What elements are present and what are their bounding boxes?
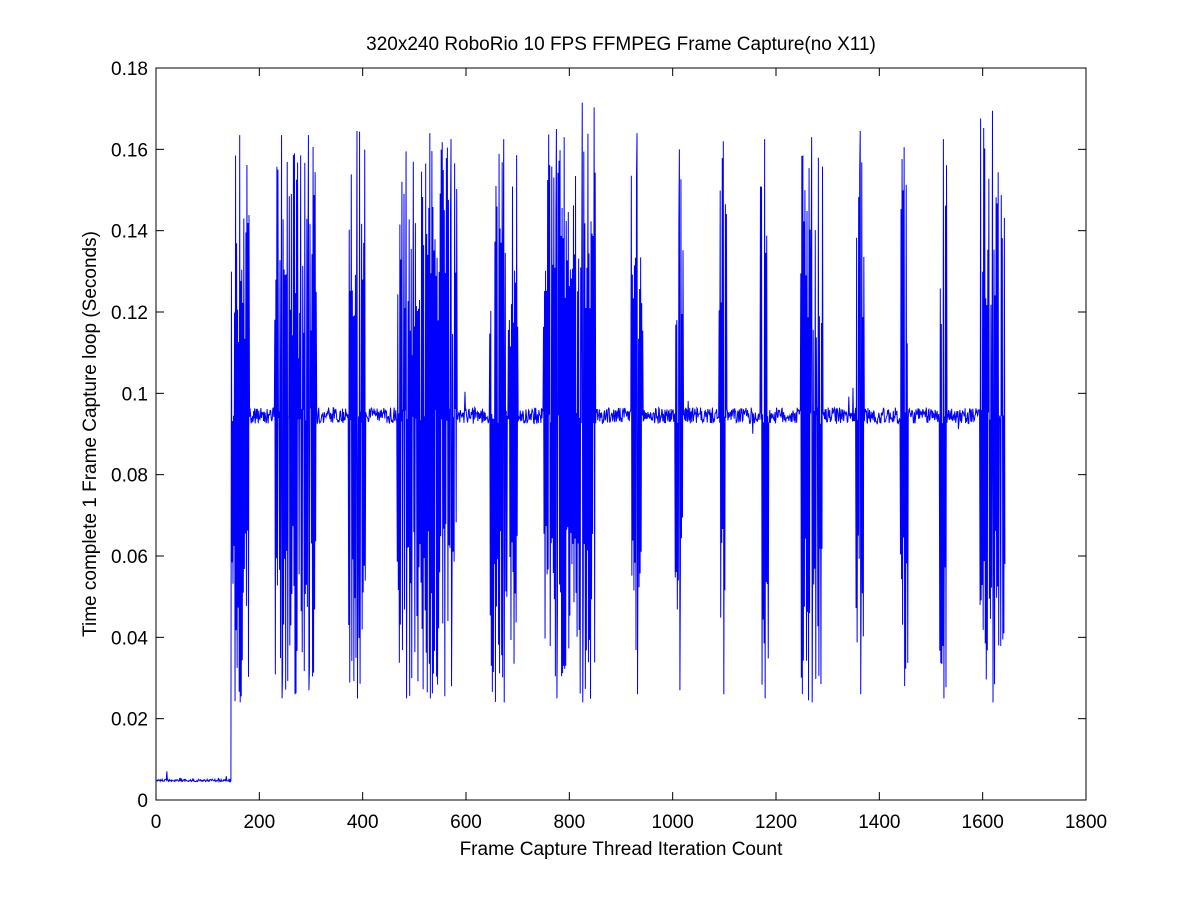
x-tick-label: 400 [347, 812, 379, 833]
y-tick-label: 0.12 [111, 303, 148, 324]
x-tick-label: 1600 [962, 812, 1004, 833]
tick-layer: 0 200 400 600 800 1000 1200 1400 1600 1800 0 0.02 0.… [111, 59, 1107, 833]
plot-frame [155, 67, 1087, 801]
y-tick-label: 0.04 [111, 628, 148, 649]
y-tick-label: 0.16 [111, 140, 148, 161]
x-tick-label: 1200 [755, 812, 797, 833]
x-tick-label: 600 [450, 812, 482, 833]
x-tick-label: 200 [243, 812, 275, 833]
y-tick-label: 0.02 [111, 710, 148, 731]
x-tick-label: 800 [553, 812, 585, 833]
x-tick-label: 1000 [652, 812, 694, 833]
x-tick-label: 1400 [858, 812, 900, 833]
series-line [156, 102, 1006, 784]
y-tick-label: 0.1 [122, 384, 148, 405]
y-tick-label: 0.08 [111, 466, 148, 487]
x-tick-label: 0 [151, 812, 162, 833]
series-layer [156, 102, 1006, 784]
x-tick-label: 1800 [1065, 812, 1107, 833]
x-axis-label: Frame Capture Thread Iteration Count [460, 839, 784, 860]
y-tick-label: 0 [137, 791, 148, 812]
y-tick-label: 0.18 [111, 59, 148, 80]
y-tick-label: 0.14 [111, 222, 148, 243]
chart-title: 320x240 RoboRio 10 FPS FFMPEG Frame Capt… [366, 34, 876, 55]
y-axis-label: Time complete 1 Frame Capture loop (Seco… [80, 231, 101, 637]
y-tick-label: 0.06 [111, 547, 148, 568]
